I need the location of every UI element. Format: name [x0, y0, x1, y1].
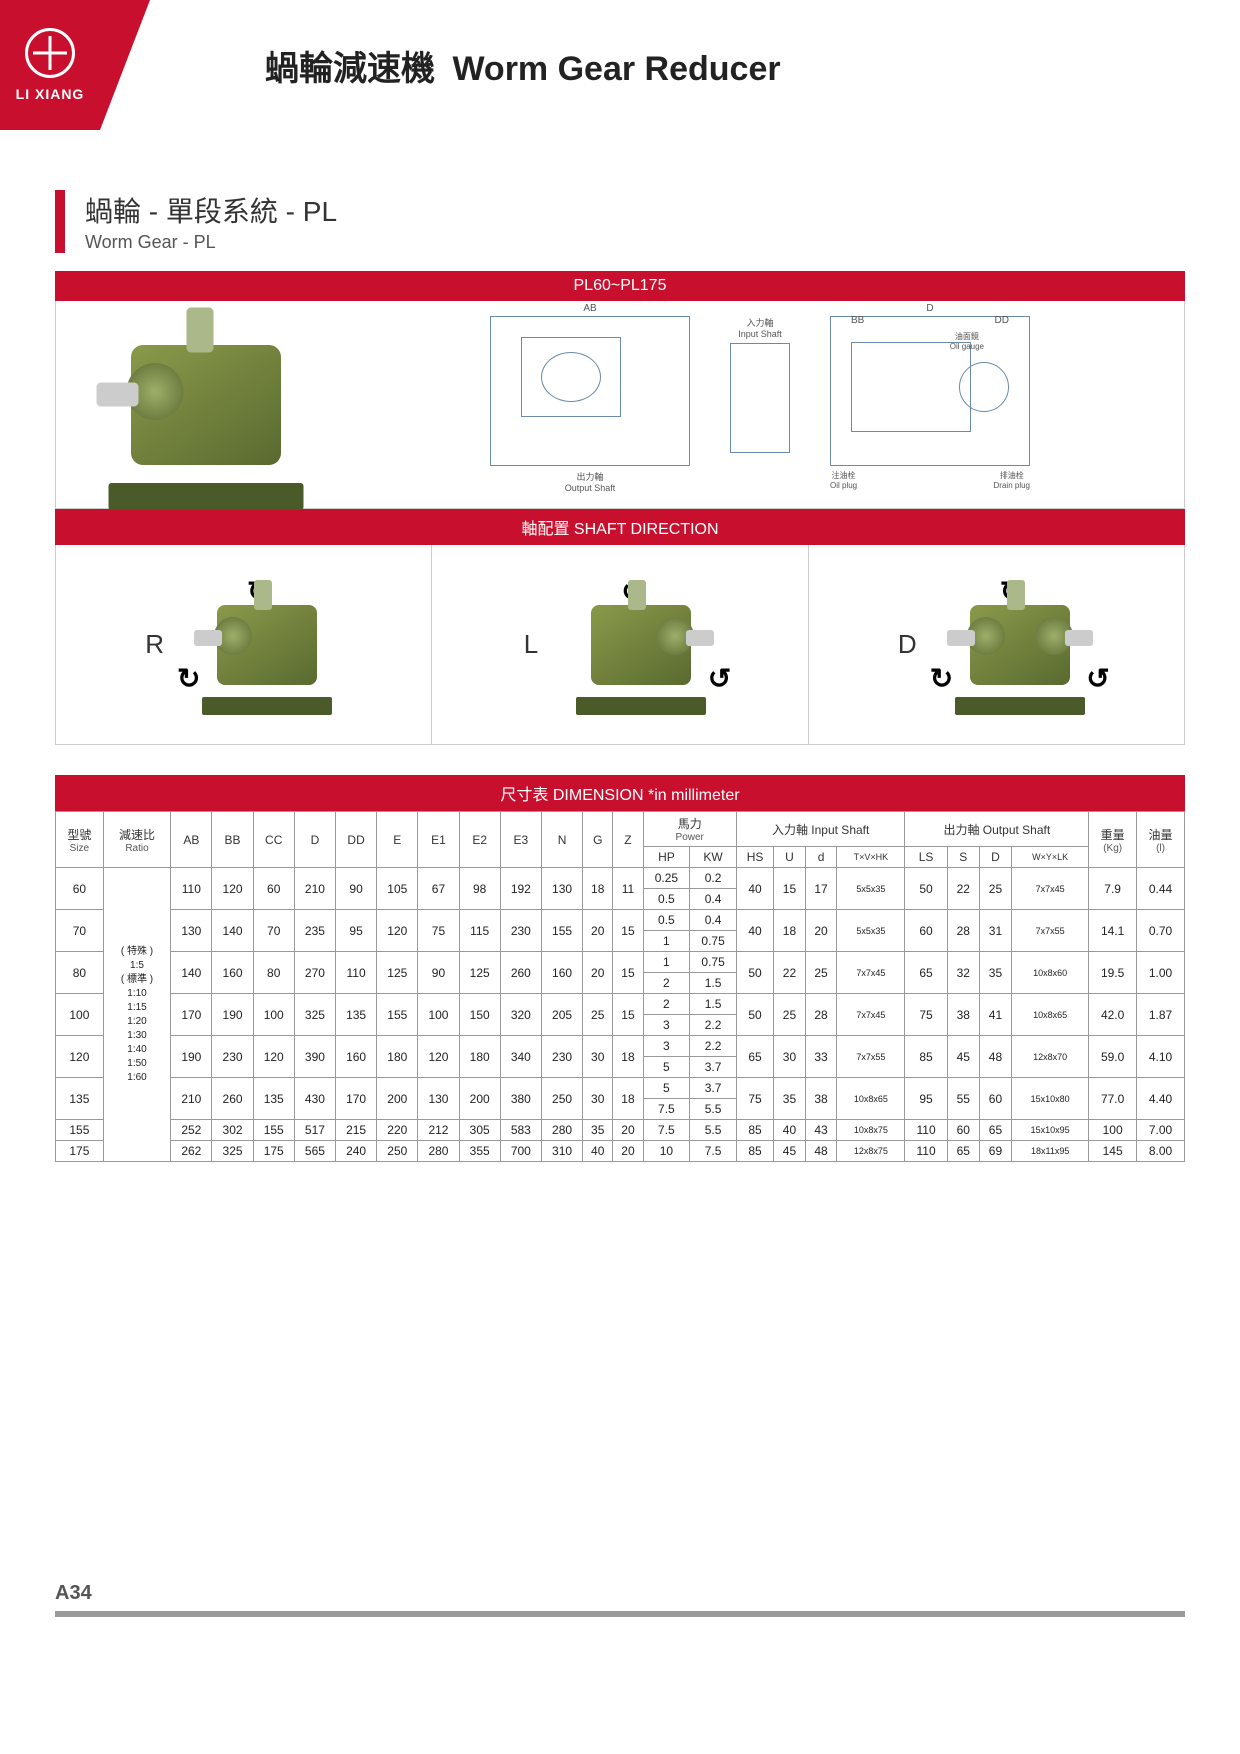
logo-icon: [25, 28, 75, 78]
oil-plug-label: 注油栓 Oil plug: [830, 470, 857, 490]
table-row: 1752623251755652402502803557003104020107…: [56, 1141, 1185, 1162]
page-header: LI XIANG 蝸輪減速機 Worm Gear Reducer: [0, 0, 1240, 130]
section-heading: 蝸輪 - 單段系統 - PL Worm Gear - PL: [55, 190, 1185, 253]
brand-logo: LI XIANG: [0, 0, 100, 130]
model-range-bar: PL60~PL175: [55, 271, 1185, 301]
technical-drawings: AB 出力軸 Output Shaft 入力軸 Input Shaft D BB…: [346, 316, 1174, 493]
shaft-r-label: R: [145, 629, 164, 660]
table-row: 100170190100325135155100150320205251521.…: [56, 994, 1185, 1015]
drain-plug-label: 排油栓 Drain plug: [994, 470, 1030, 490]
table-row: 801401608027011012590125260160201510.755…: [56, 952, 1185, 973]
gear-3d-render: [66, 325, 346, 485]
title-cn: 蝸輪減速機: [265, 50, 435, 88]
model-panel: AB 出力軸 Output Shaft 入力軸 Input Shaft D BB…: [55, 301, 1185, 509]
section-en: Worm Gear - PL: [85, 232, 1185, 253]
table-row: 135210260135430170200130200380250301853.…: [56, 1078, 1185, 1099]
table-row: 15525230215551721522021230558328035207.5…: [56, 1120, 1185, 1141]
table-row: 60( 特殊 ) 1:5 ( 標準 ) 1:10 1:15 1:20 1:30 …: [56, 868, 1185, 889]
shaft-l: L ↺ ↺: [432, 545, 808, 744]
shaft-direction-panel: R ↻ ↻ L ↺ ↺ D ↻: [55, 545, 1185, 745]
page-number: A34: [55, 1582, 1185, 1617]
tech-drawing-front: AB: [490, 316, 690, 466]
title-en: Worm Gear Reducer: [452, 50, 780, 88]
logo-triangle: [100, 0, 150, 130]
page-footer: A34: [0, 1582, 1240, 1617]
shaft-d: D ↻ ↻ ↺: [809, 545, 1184, 744]
shaft-direction-bar: 軸配置 SHAFT DIRECTION: [55, 509, 1185, 545]
tech-drawing-side: D BB DD 油面鏡 Oil gauge: [830, 316, 1030, 466]
table-header: 型號Size 減速比Ratio AB BB CC D DD E E1 E2 E3…: [56, 812, 1185, 868]
shaft-r: R ↻ ↻: [56, 545, 432, 744]
output-shaft-label: 出力軸 Output Shaft: [490, 470, 690, 493]
page-title: 蝸輪減速機 Worm Gear Reducer: [265, 41, 781, 90]
shaft-d-label: D: [898, 629, 917, 660]
dimension-header: 尺寸表 DIMENSION *in millimeter: [55, 775, 1185, 811]
input-shaft-label: 入力軸 Input Shaft: [730, 316, 790, 339]
table-body: 60( 特殊 ) 1:5 ( 標準 ) 1:10 1:15 1:20 1:30 …: [56, 868, 1185, 1162]
shaft-l-label: L: [524, 629, 538, 660]
dimension-table: 型號Size 減速比Ratio AB BB CC D DD E E1 E2 E3…: [55, 811, 1185, 1162]
table-row: 120190230120390160180120180340230301832.…: [56, 1036, 1185, 1057]
tech-drawing-shaft: [730, 343, 790, 453]
section-cn: 蝸輪 - 單段系統 - PL: [85, 190, 1185, 230]
table-row: 7013014070235951207511523015520150.50.44…: [56, 910, 1185, 931]
brand-name: LI XIANG: [16, 86, 85, 102]
